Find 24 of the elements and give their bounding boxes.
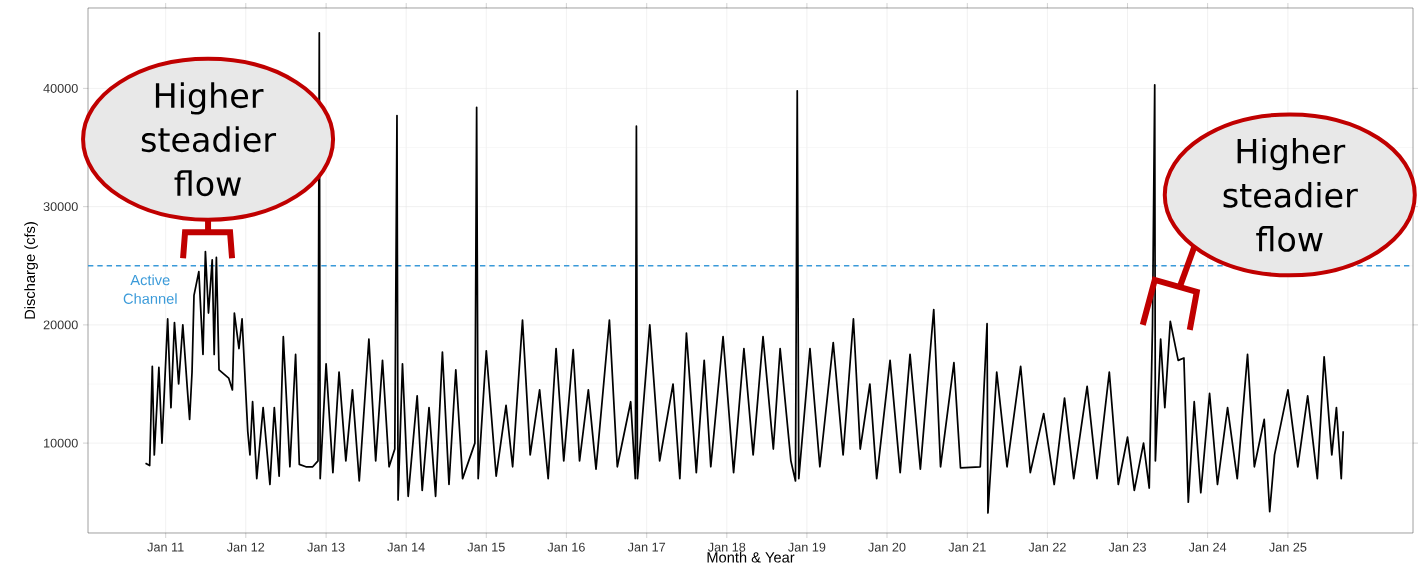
annotation: Higher steadier flow xyxy=(1223,137,1358,252)
x-tick-label: Jan 18 xyxy=(707,542,746,552)
x-tick-label: Jan 22 xyxy=(1028,542,1066,552)
x-tick-label: Jan 23 xyxy=(1108,542,1146,552)
y-tick-label: 30000 xyxy=(43,202,78,212)
x-tick-label: Jan 15 xyxy=(467,542,505,552)
y-tick-label: 40000 xyxy=(43,83,78,93)
x-tick-label: Jan 13 xyxy=(307,542,345,552)
x-tick-label: Jan 24 xyxy=(1188,542,1227,552)
annotation: Higher steadier flow xyxy=(141,82,277,197)
x-tick-label: Jan 17 xyxy=(627,542,666,552)
y-axis-title: Discharge (cfs) xyxy=(24,222,38,319)
x-tick-label: Jan 11 xyxy=(147,542,184,552)
x-tick-label: Jan 16 xyxy=(547,542,585,552)
x-tick-label: Jan 21 xyxy=(948,542,986,552)
x-axis-title: Month & Year xyxy=(707,551,795,563)
ref-line-label: Active Channel xyxy=(123,274,177,304)
x-tick-label: Jan 19 xyxy=(788,542,826,552)
x-tick-label: Jan 25 xyxy=(1269,542,1307,552)
x-tick-label: Jan 20 xyxy=(868,542,906,552)
x-tick-label: Jan 14 xyxy=(387,542,425,552)
x-tick-label: Jan 12 xyxy=(226,542,265,552)
y-tick-label: 20000 xyxy=(43,320,78,330)
y-tick-label: 10000 xyxy=(44,438,78,448)
